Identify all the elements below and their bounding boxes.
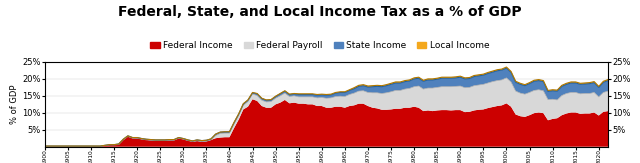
Y-axis label: % of GDP: % of GDP (10, 85, 19, 124)
Text: Federal, State, and Local Income Tax as a % of GDP: Federal, State, and Local Income Tax as … (118, 5, 522, 19)
Legend: Federal Income, Federal Payroll, State Income, Local Income: Federal Income, Federal Payroll, State I… (150, 40, 490, 51)
